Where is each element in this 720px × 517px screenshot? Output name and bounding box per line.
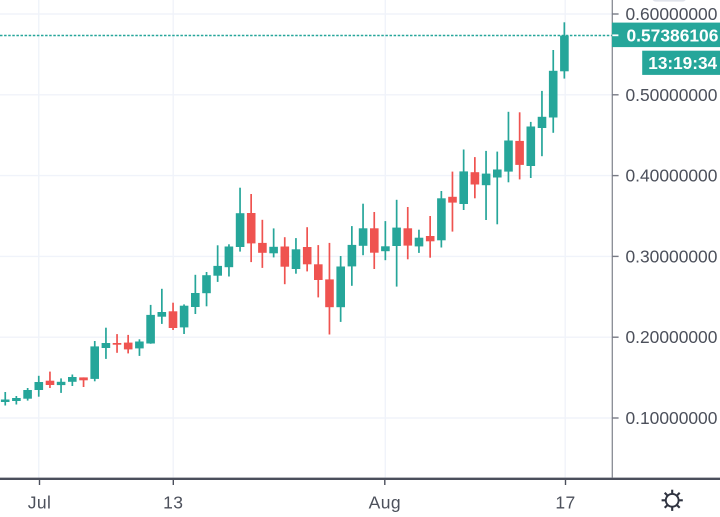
svg-text:0.40000000: 0.40000000 xyxy=(626,166,718,186)
svg-text:17: 17 xyxy=(555,493,575,513)
svg-text:13:19:34: 13:19:34 xyxy=(648,53,717,73)
svg-text:Jul: Jul xyxy=(28,493,52,513)
svg-text:Aug: Aug xyxy=(369,493,401,513)
svg-text:0.20000000: 0.20000000 xyxy=(626,327,718,347)
svg-text:0.10000000: 0.10000000 xyxy=(626,408,718,428)
svg-text:0.60000000: 0.60000000 xyxy=(626,4,718,24)
svg-text:13: 13 xyxy=(163,493,183,513)
svg-text:0.57386106: 0.57386106 xyxy=(627,25,719,45)
svg-text:0.50000000: 0.50000000 xyxy=(626,85,718,105)
svg-text:0.30000000: 0.30000000 xyxy=(626,246,718,266)
